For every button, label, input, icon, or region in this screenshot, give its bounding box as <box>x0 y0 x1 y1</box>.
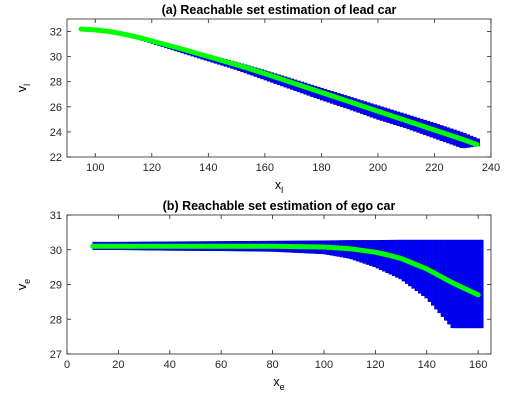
y-tick-label: 22 <box>50 152 62 164</box>
x-tick-label: 120 <box>143 162 161 174</box>
trajectory-line <box>78 26 480 147</box>
x-tick-label: 100 <box>86 162 104 174</box>
plot-area <box>78 26 480 149</box>
x-tick-label: 220 <box>425 162 443 174</box>
chart-panel-1: 100 120 140 160 180 200 220 240 22 24 26 28 30 32 (a) … <box>15 3 500 195</box>
x-tick-label: 200 <box>369 162 387 174</box>
chart-panel-2: 0 20 40 60 80 100 120 140 160 27 28 29 30 31 (b) Reach… <box>15 199 492 392</box>
reach-set-box <box>466 239 471 329</box>
y-tick-label: 32 <box>50 27 62 39</box>
x-tick-label: 180 <box>312 162 330 174</box>
y-tick-label: 28 <box>50 314 62 326</box>
reach-set-box <box>463 239 468 329</box>
y-tick-label: 26 <box>50 102 62 114</box>
x-tick-label: 160 <box>256 162 274 174</box>
reach-set-box <box>473 239 478 329</box>
y-axis-label: vl <box>15 84 32 92</box>
y-tick-label: 29 <box>50 280 62 292</box>
reach-set-box <box>476 239 481 329</box>
x-tick-label: 60 <box>215 359 227 371</box>
x-tick-label: 120 <box>366 359 384 371</box>
trajectory-line <box>90 243 481 298</box>
axes-box <box>66 18 492 158</box>
chart-title: (b) Reachable set estimation of ego car <box>163 199 396 213</box>
reach-set-box <box>470 239 474 329</box>
y-tick-label: 30 <box>50 245 62 257</box>
x-tick-label: 100 <box>315 359 333 371</box>
chart-title: (a) Reachable set estimation of lead car <box>162 3 397 17</box>
reach-set-box <box>479 239 484 329</box>
y-tick-label: 28 <box>50 77 62 89</box>
x-tick-label: 240 <box>482 162 500 174</box>
x-tick-label: 40 <box>164 359 176 371</box>
x-tick-label: 160 <box>469 359 487 371</box>
reach-set-box <box>460 239 465 329</box>
x-axis-label: xl <box>275 178 283 195</box>
y-tick-label: 30 <box>50 52 62 64</box>
x-tick-label: 20 <box>112 359 124 371</box>
x-tick-label: 140 <box>418 359 436 371</box>
y-axis-label: ve <box>15 279 32 290</box>
y-tick-label: 24 <box>50 127 62 139</box>
x-tick-label: 80 <box>266 359 278 371</box>
plot-area <box>90 239 484 329</box>
y-tick-label: 31 <box>50 210 62 222</box>
x-tick-label: 140 <box>199 162 217 174</box>
x-axis-label: xe <box>273 375 284 392</box>
y-tick-label: 27 <box>50 349 62 361</box>
x-tick-label: 0 <box>64 359 70 371</box>
